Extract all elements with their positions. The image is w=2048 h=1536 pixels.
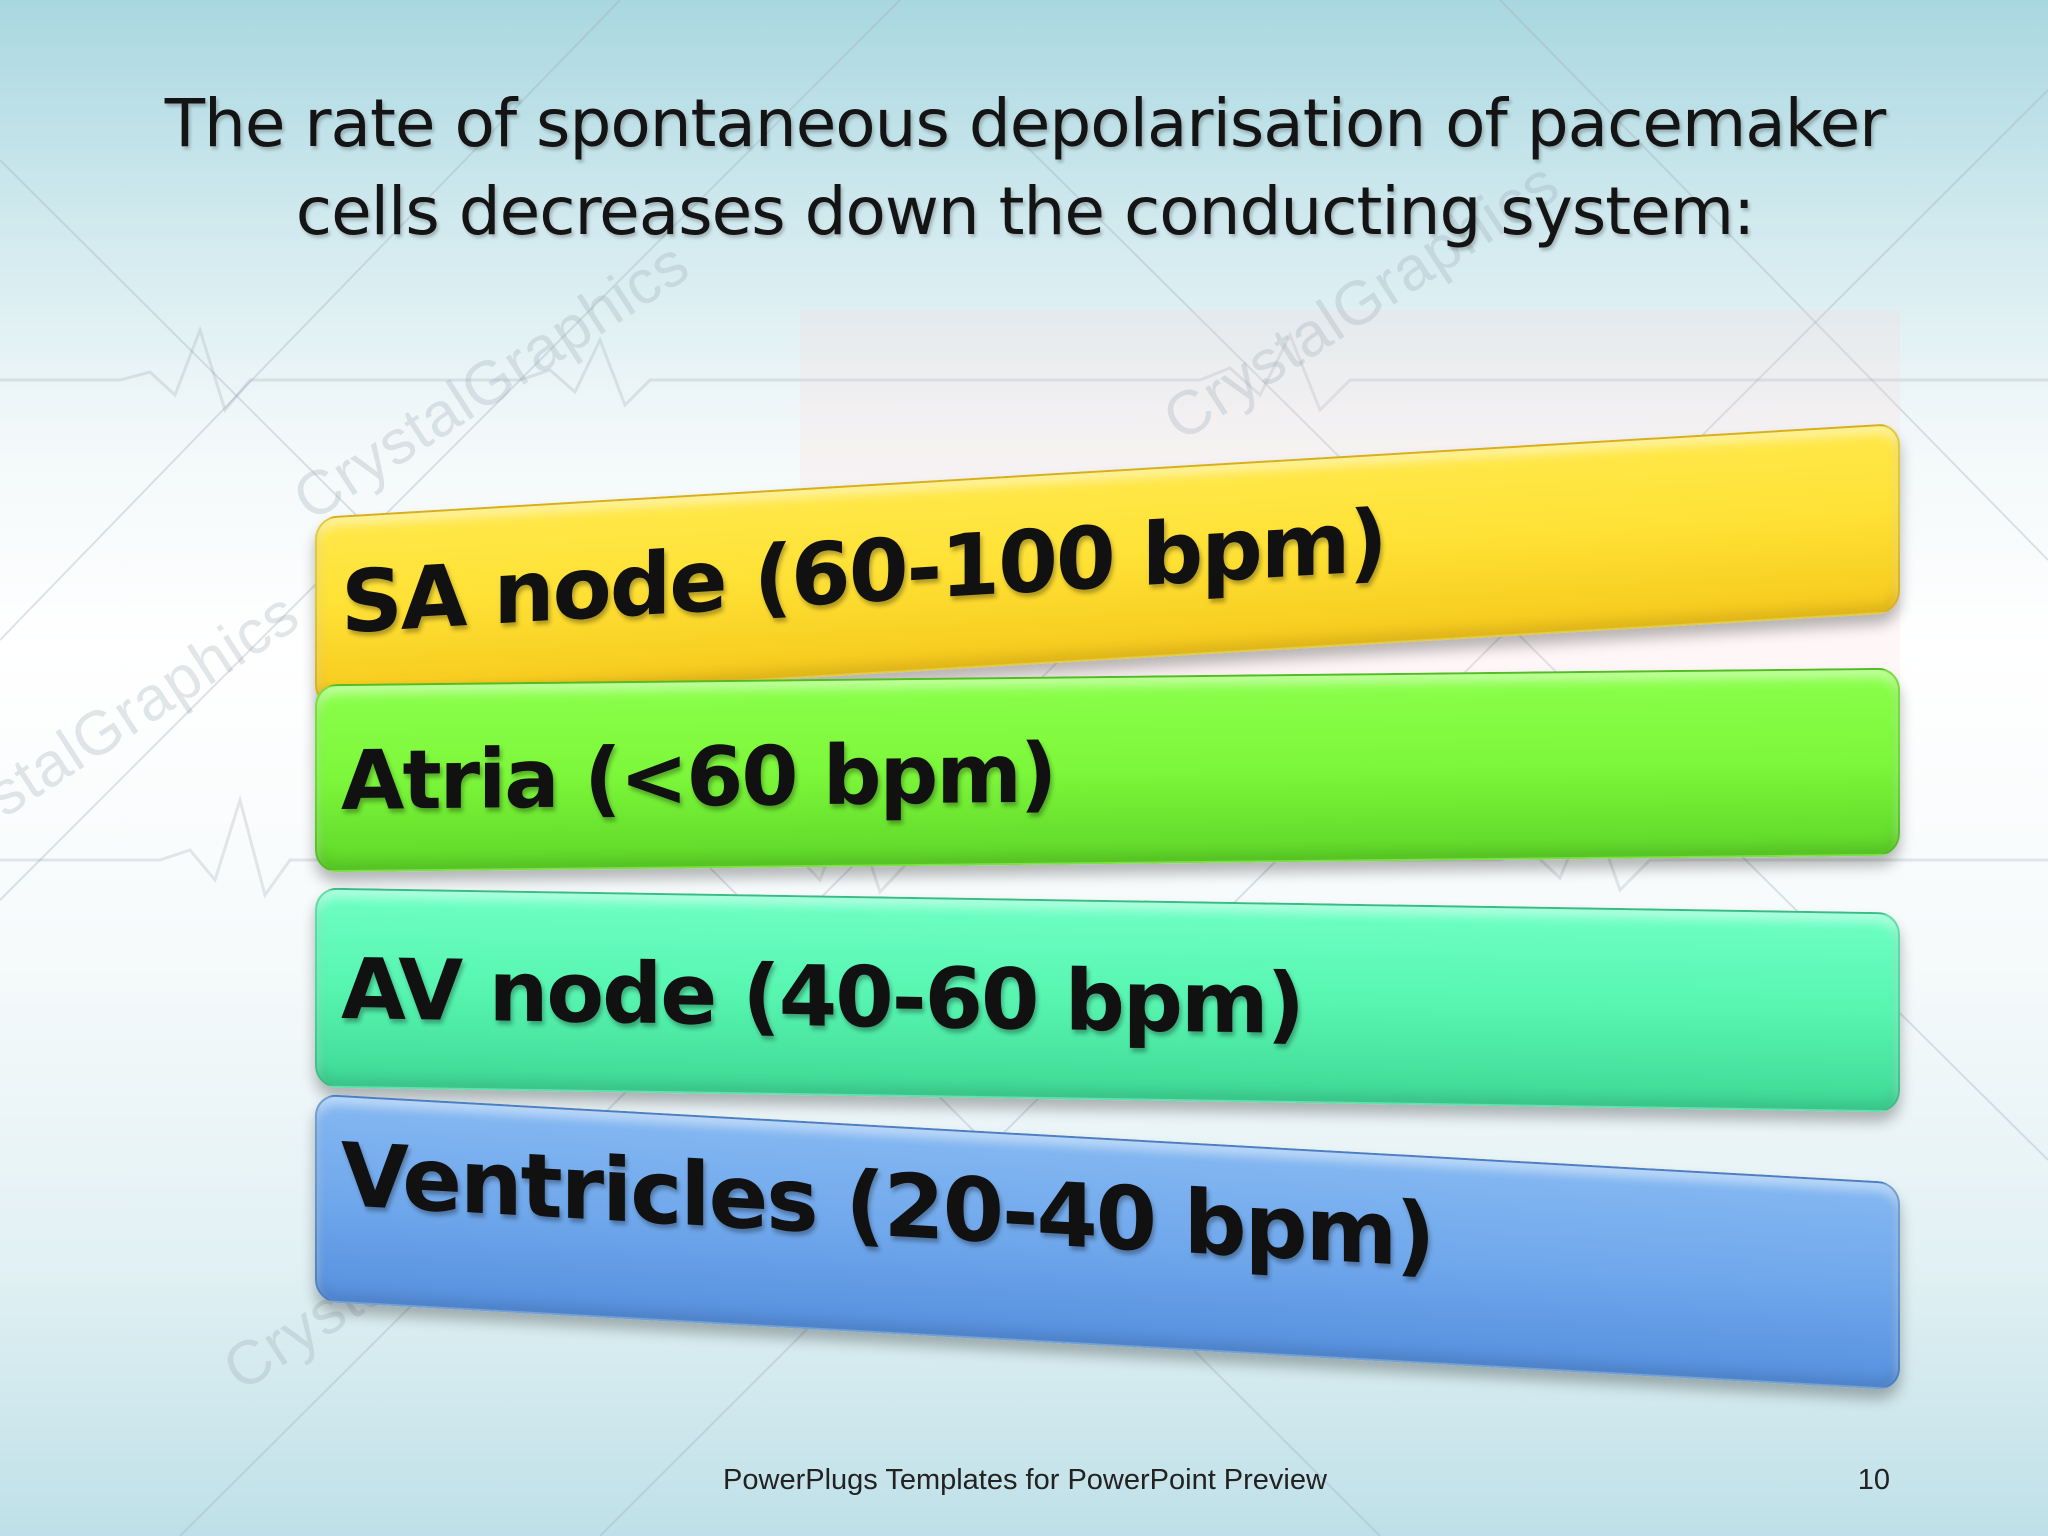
ventricles-label: Ventricles (20-40 bpm)	[341, 1123, 1434, 1288]
sa-node-label: SA node (60-100 bpm)	[341, 491, 1386, 654]
slide-title: The rate of spontaneous depolarisation o…	[140, 80, 1910, 256]
av-node-label: AV node (40-60 bpm)	[341, 939, 1303, 1054]
slide-title-line-2: cells decreases down the conducting syst…	[295, 173, 1755, 250]
slide-number: 10	[1857, 1464, 1890, 1496]
slide-title-line-1: The rate of spontaneous depolarisation o…	[164, 85, 1887, 162]
ventricles-bar: Ventricles (20-40 bpm)	[315, 1093, 1900, 1391]
av-node-bar: AV node (40-60 bpm)	[315, 887, 1900, 1113]
sa-node-bar: SA node (60-100 bpm)	[315, 422, 1900, 708]
watermark: CrystalGraphics	[0, 578, 312, 885]
atria-label: Atria (<60 bpm)	[341, 726, 1056, 830]
watermark: CrystalGraphics	[281, 228, 702, 535]
footer-text: PowerPlugs Templates for PowerPoint Prev…	[723, 1464, 1327, 1496]
atria-bar: Atria (<60 bpm)	[315, 667, 1900, 873]
